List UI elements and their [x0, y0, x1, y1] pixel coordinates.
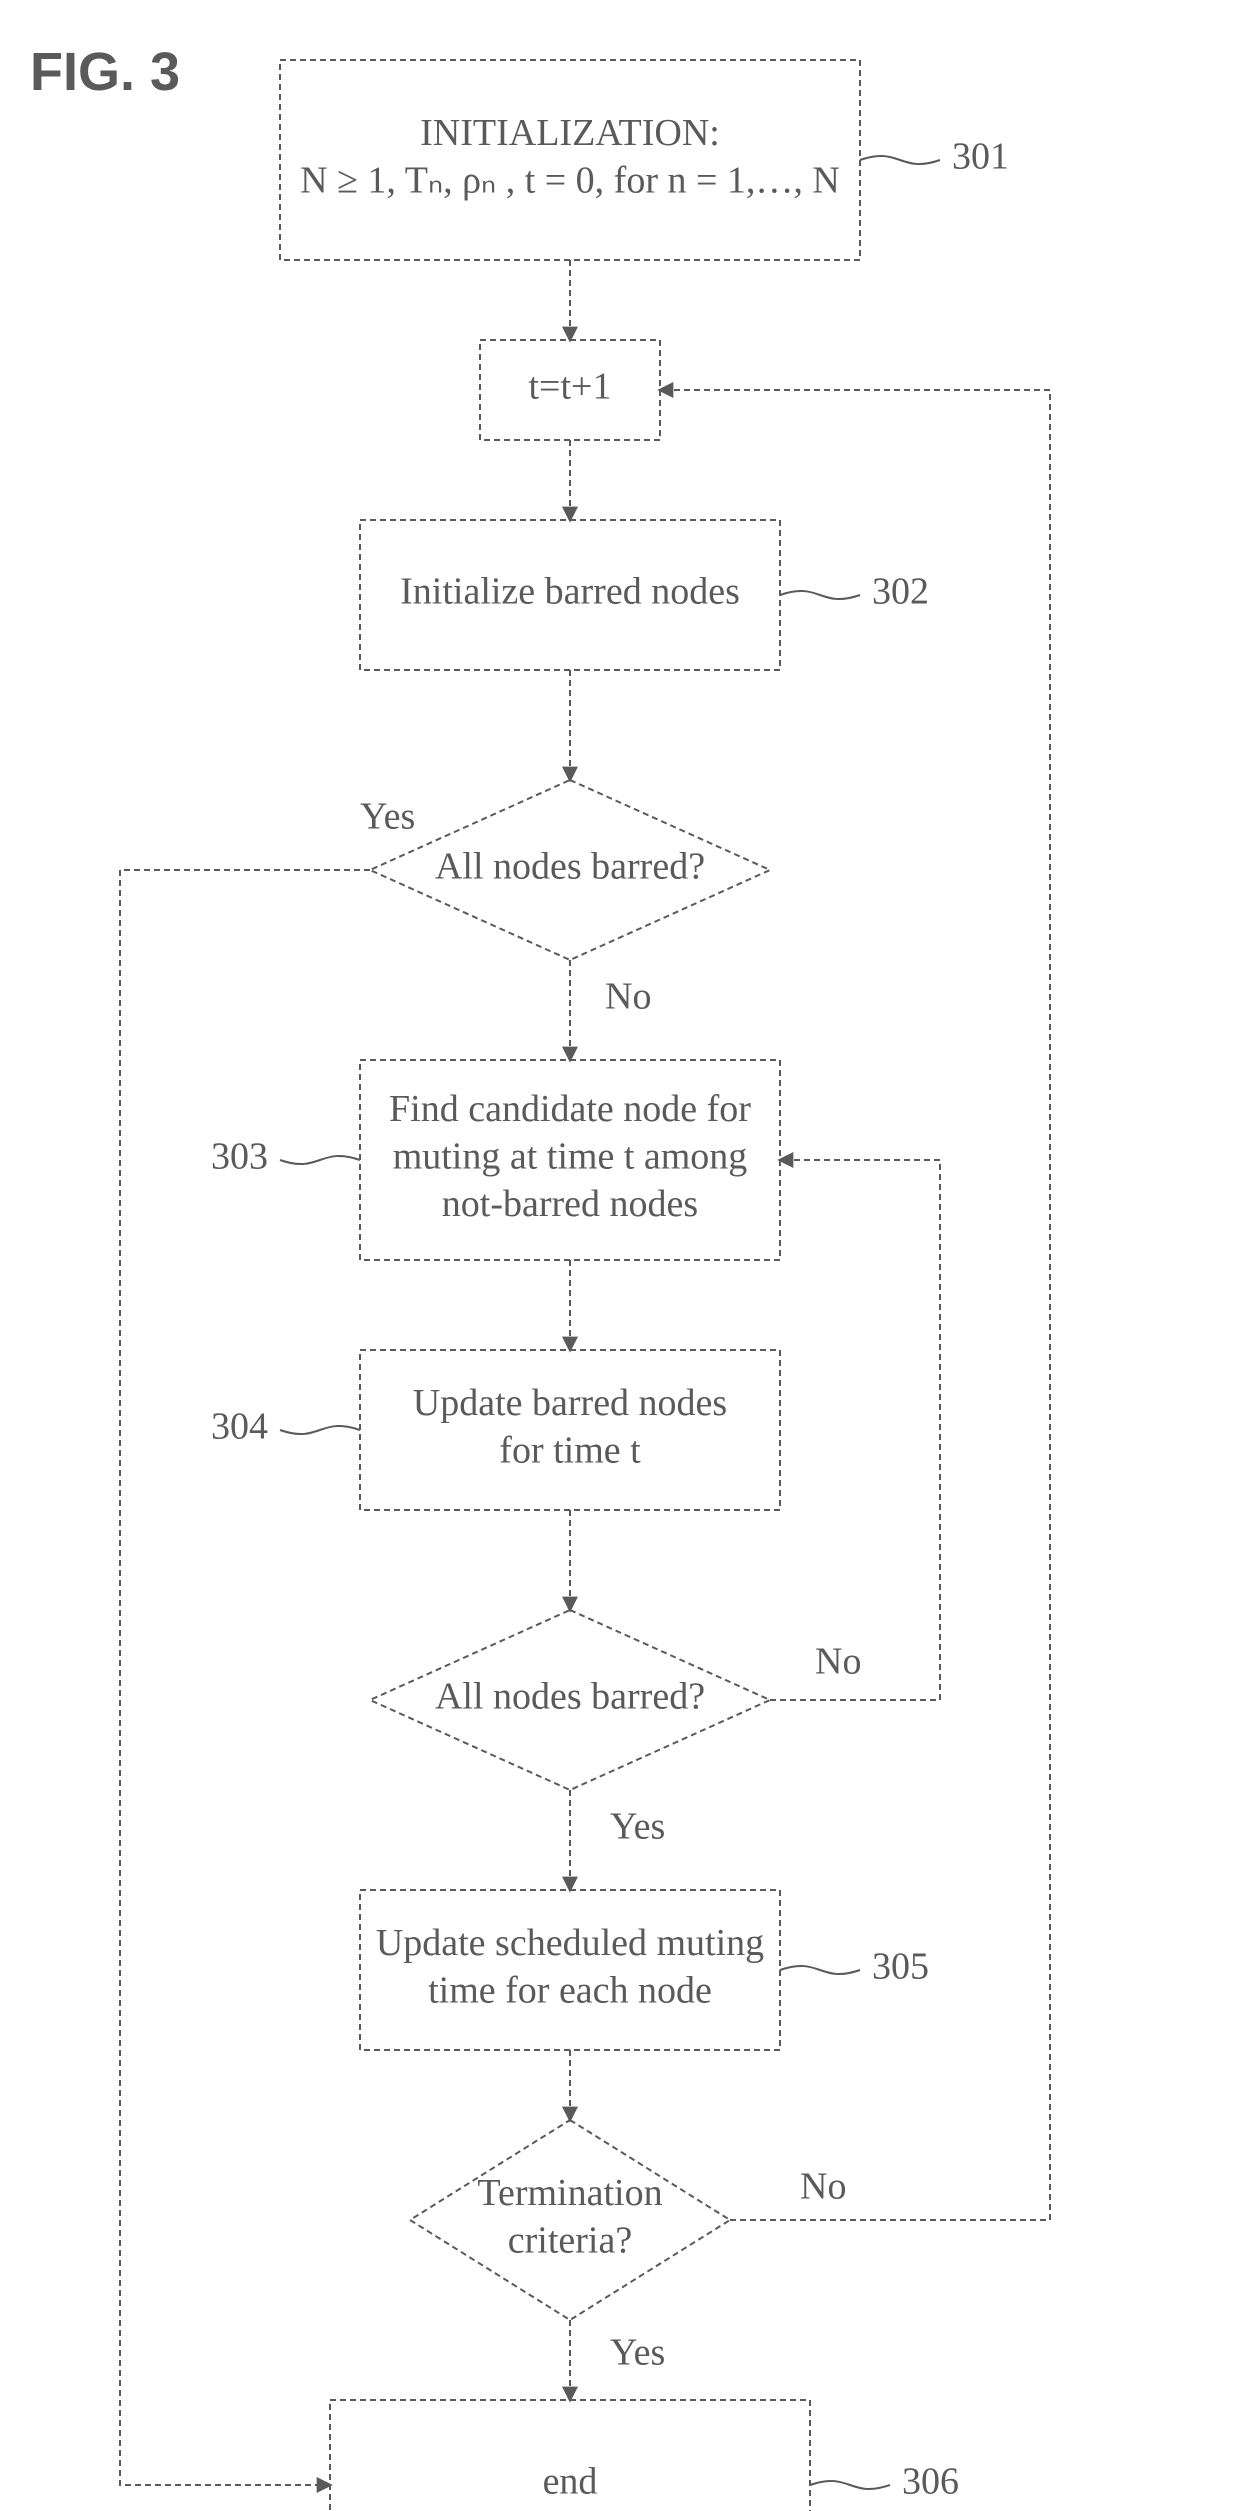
node-term: Termination criteria?	[410, 2120, 730, 2320]
node-text: muting at time t among	[393, 1136, 748, 1178]
node-text: INITIALIZATION:	[420, 112, 720, 154]
node-updateSched: Update scheduled muting time for each nod…	[360, 1890, 780, 2050]
node-text: criteria?	[508, 2219, 632, 2261]
figure-label: FIG. 3	[30, 42, 180, 102]
node-text: Initialize barred nodes	[400, 571, 740, 613]
callout-text: 306	[902, 2461, 959, 2503]
callout-leader	[780, 591, 860, 599]
node-text: time for each node	[428, 1969, 712, 2011]
callout-leader	[780, 1966, 860, 1974]
node-allBarred1: All nodes barred?	[370, 780, 770, 960]
node-allBarred2: All nodes barred?	[370, 1610, 770, 1790]
callout-leader	[860, 156, 940, 164]
node-text: All nodes barred?	[435, 1676, 705, 1718]
node-text: Update barred nodes	[413, 1382, 727, 1424]
node-text: not-barred nodes	[442, 1183, 698, 1225]
callout-leader	[280, 1156, 360, 1164]
node-text: for time t	[499, 1429, 641, 1471]
node-text: N ≥ 1, Tₙ, ρₙ , t = 0, for n = 1,…, N	[300, 159, 840, 201]
edge-label: Yes	[360, 796, 415, 838]
node-updateBarred: Update barred nodes for time t	[360, 1350, 780, 1510]
callout-text: 303	[211, 1136, 268, 1178]
edge	[120, 870, 370, 2485]
callout-text: 302	[872, 571, 929, 613]
node-end: end	[330, 2400, 810, 2511]
node-text: t=t+1	[529, 366, 612, 408]
edge-label: No	[605, 976, 651, 1018]
node-text: Termination	[477, 2172, 662, 2214]
node-inc: t=t+1	[480, 340, 660, 440]
callout-leader	[280, 1426, 360, 1434]
edge-label: Yes	[610, 2332, 665, 2374]
node-init: INITIALIZATION: N ≥ 1, Tₙ, ρₙ , t = 0, fo…	[280, 60, 860, 260]
edge-label: No	[815, 1641, 861, 1683]
edge-label: Yes	[610, 1806, 665, 1848]
node-findCand: Find candidate node for muting at time t …	[360, 1060, 780, 1260]
edge	[770, 1160, 940, 1700]
callout-leader	[810, 2481, 890, 2489]
callout-text: 304	[211, 1406, 268, 1448]
node-initBarred: Initialize barred nodes	[360, 520, 780, 670]
node-text: Update scheduled muting	[376, 1922, 764, 1964]
callout-text: 301	[952, 136, 1009, 178]
node-text: end	[543, 2461, 598, 2503]
node-text: All nodes barred?	[435, 846, 705, 888]
edge-label: No	[800, 2166, 846, 2208]
callout-text: 305	[872, 1946, 929, 1988]
node-text: Find candidate node for	[389, 1088, 751, 1130]
